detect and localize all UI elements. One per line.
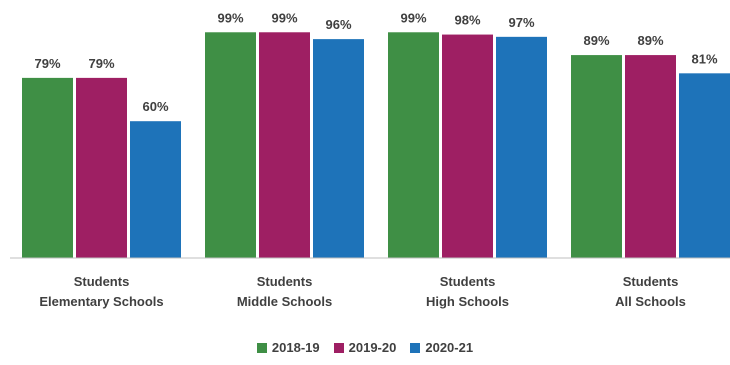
category-label-2-line-1: High Schools (426, 294, 509, 309)
category-label-2-line-0: Students (440, 274, 496, 289)
legend-swatch-2020-21 (410, 342, 421, 353)
value-label-2020-21-2: 97% (508, 15, 534, 30)
legend-label-2020-21: 2020-21 (425, 340, 474, 355)
bar-2020-21-2 (496, 36, 547, 259)
value-label-2020-21-0: 60% (142, 99, 168, 114)
bar-2020-21-3 (679, 73, 730, 258)
bar-2018-19-0 (22, 77, 73, 258)
category-label-3-line-0: Students (623, 274, 679, 289)
value-label-2019-20-1: 99% (271, 10, 297, 25)
legend-label-2019-20: 2019-20 (348, 340, 397, 355)
category-label-1-line-0: Students (257, 274, 313, 289)
bar-chart: 79% 99% 99% 89% 79% 99% 98% 89% 60% 96% 97% 81% Stu… (10, 10, 730, 309)
bar-2018-19-2 (388, 32, 439, 258)
legend-swatch-2018-19 (256, 342, 267, 353)
value-label-2019-20-2: 98% (454, 13, 480, 28)
value-labels-group: 79% 99% 99% 89% 79% 99% 98% 89% 60% 96% 97% 81% (34, 10, 717, 114)
value-label-2020-21-3: 81% (691, 51, 717, 66)
bar-2019-20-1 (259, 32, 310, 258)
value-label-2018-19-2: 99% (400, 10, 426, 25)
bar-2020-21-1 (313, 39, 364, 259)
legend-item-2019-20: 2019-20 (333, 340, 397, 355)
legend: 2018-19 2019-20 2020-21 (0, 340, 730, 355)
value-label-2018-19-1: 99% (217, 10, 243, 25)
value-label-2019-20-0: 79% (88, 56, 114, 71)
bar-2019-20-0 (76, 77, 127, 258)
category-labels-group: Students Elementary Schools Students Middle… (39, 274, 686, 309)
legend-label-2018-19: 2018-19 (271, 340, 320, 355)
bars-group (22, 32, 730, 259)
value-label-2020-21-1: 96% (325, 17, 351, 32)
category-label-3-line-1: All Schools (615, 294, 686, 309)
value-label-2018-19-3: 89% (583, 33, 609, 48)
legend-swatch-2019-20 (333, 342, 344, 353)
bar-2019-20-3 (625, 55, 676, 258)
category-label-0-line-1: Elementary Schools (39, 294, 163, 309)
category-label-1-line-1: Middle Schools (237, 294, 332, 309)
bar-2018-19-1 (205, 32, 256, 258)
legend-item-2020-21: 2020-21 (410, 340, 473, 355)
category-label-0-line-0: Students (74, 274, 130, 289)
bar-2019-20-2 (442, 34, 493, 259)
bar-2020-21-0 (130, 121, 181, 258)
legend-item-2018-19: 2018-19 (256, 340, 320, 355)
bar-2018-19-3 (571, 55, 622, 258)
value-label-2019-20-3: 89% (637, 33, 663, 48)
value-label-2018-19-0: 79% (34, 56, 60, 71)
